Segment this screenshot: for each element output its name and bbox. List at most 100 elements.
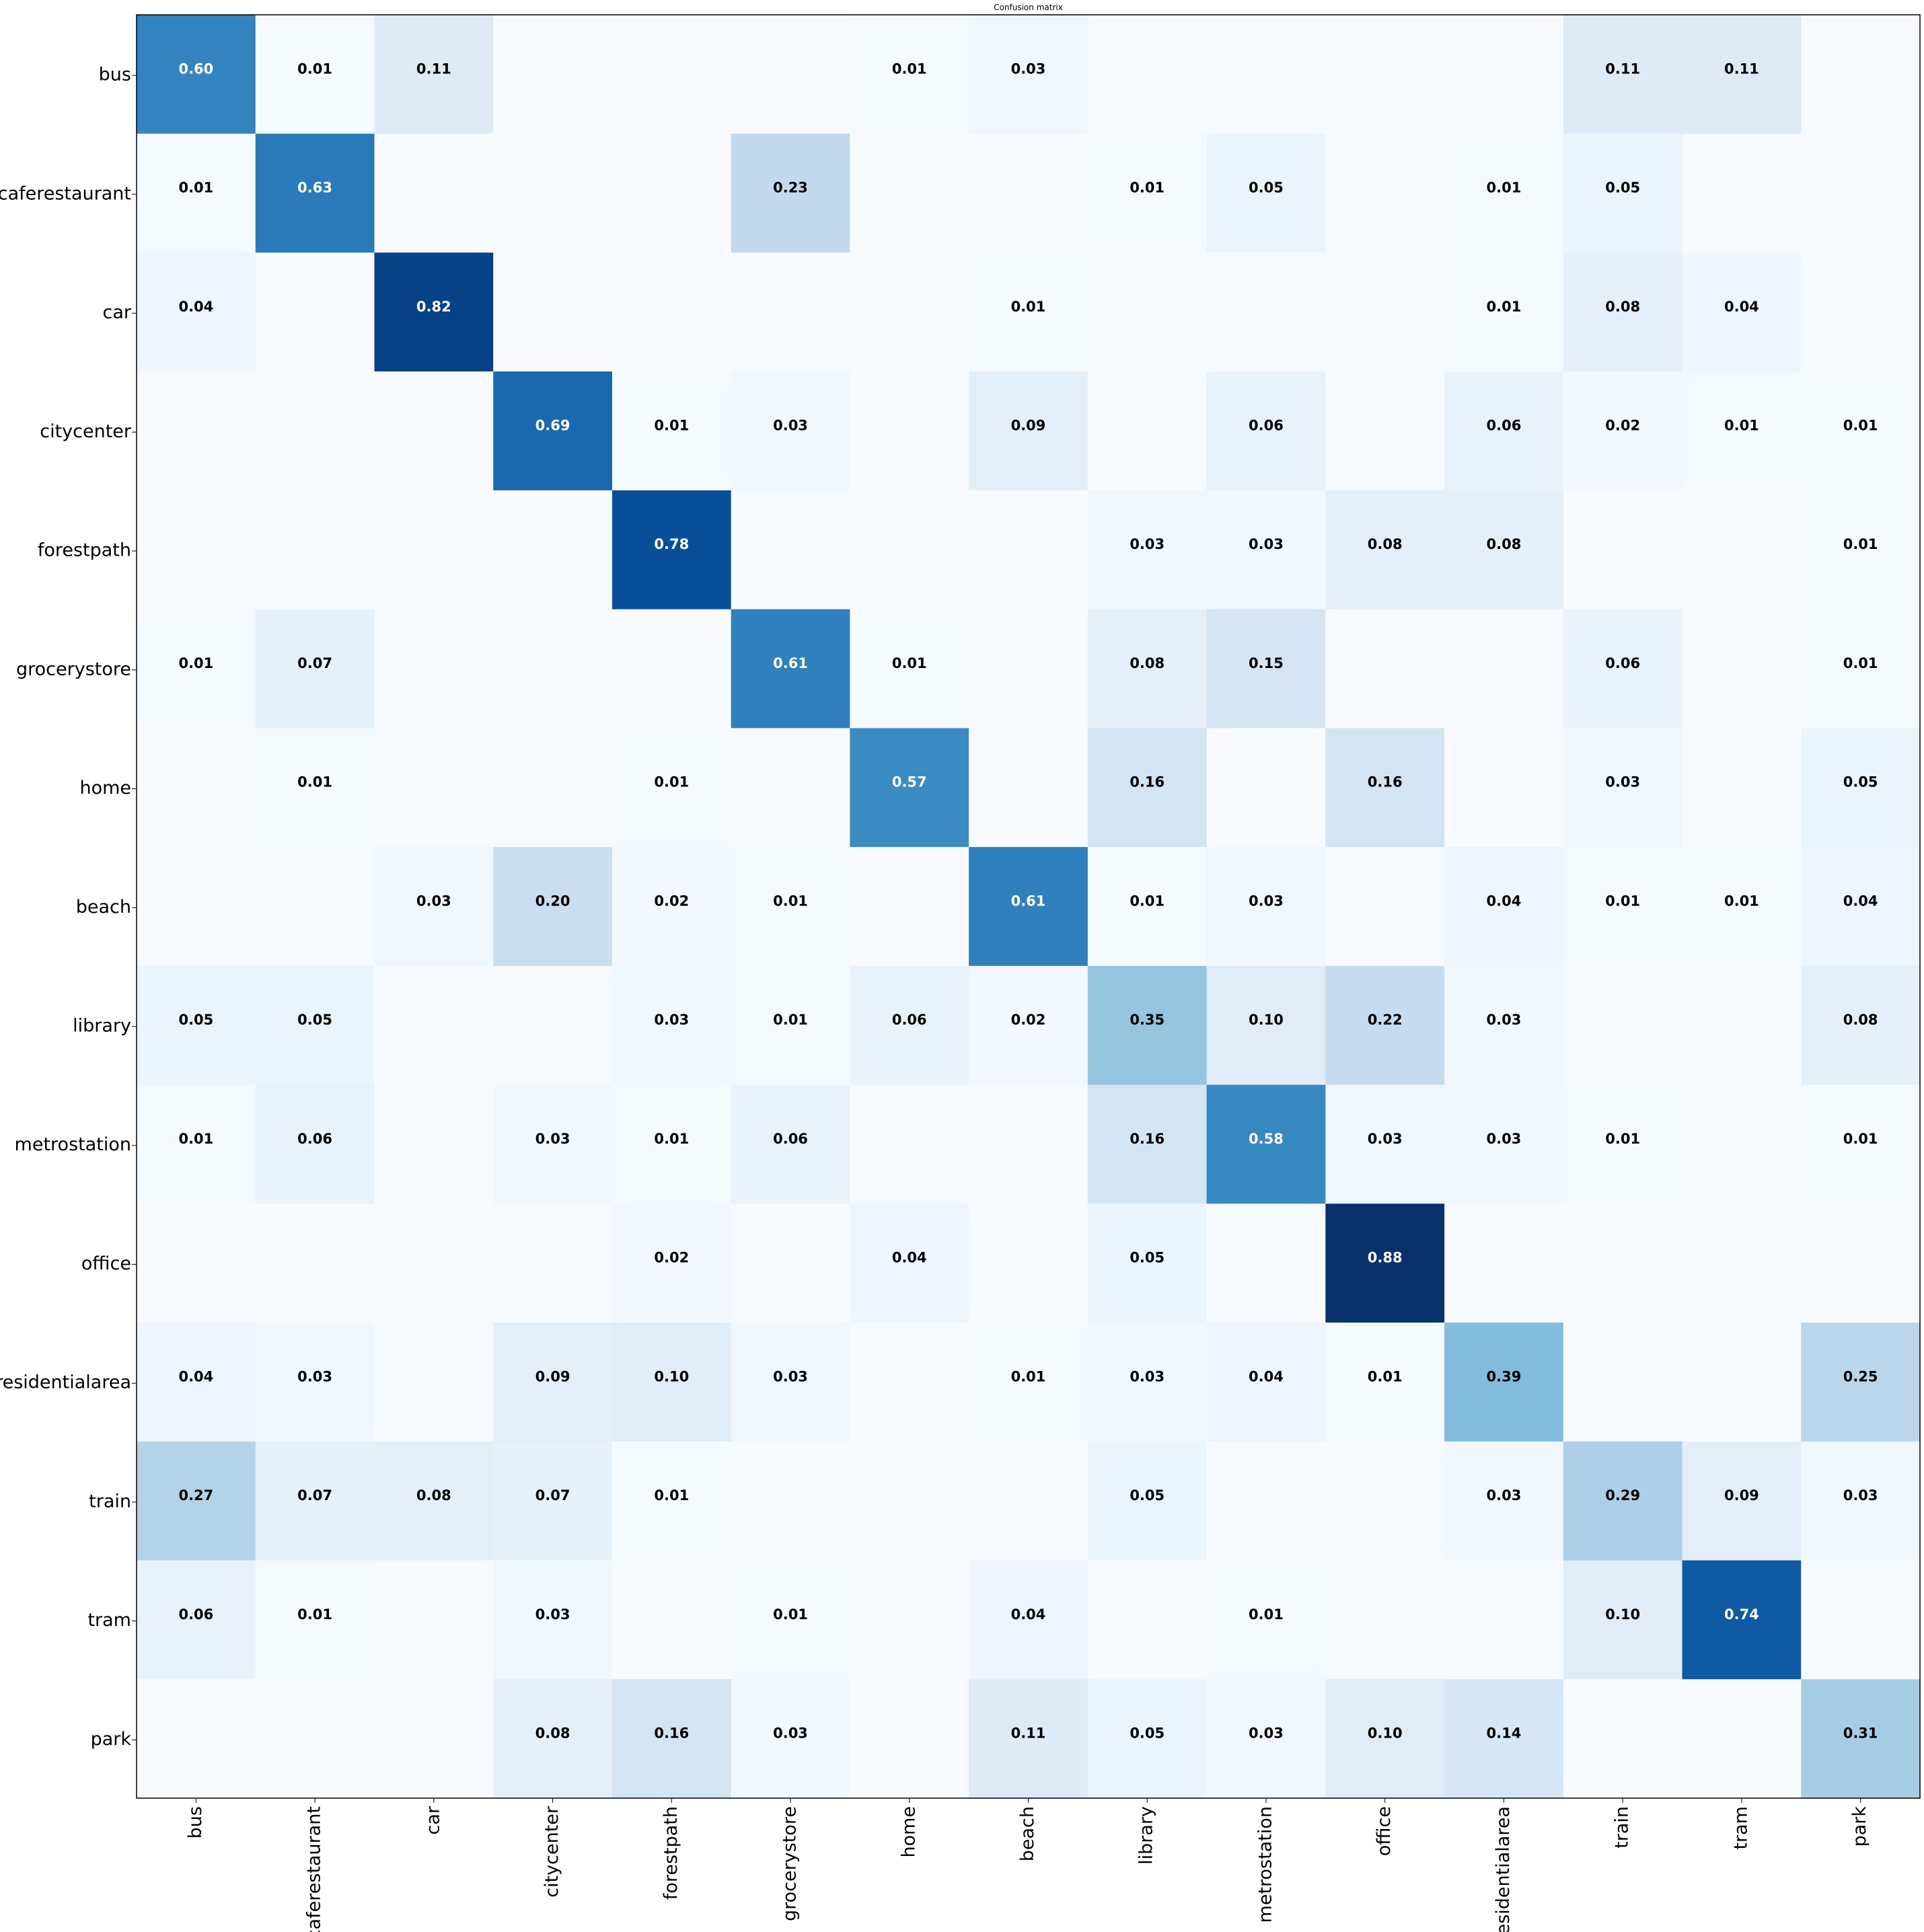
heatmap-cell	[1325, 609, 1445, 729]
heatmap-cell	[1801, 847, 1921, 967]
heatmap-cell	[374, 609, 494, 729]
cell-value-label: 0.06	[892, 1012, 927, 1028]
cell-value-label: 0.08	[1605, 299, 1640, 315]
heatmap-cell	[493, 15, 613, 135]
cell-value-label: 0.01	[1843, 1131, 1878, 1147]
heatmap-cell	[374, 1323, 494, 1442]
heatmap-cell	[374, 133, 494, 254]
x-tick-label: library	[1136, 1806, 1157, 1865]
heatmap-cell	[374, 15, 494, 135]
heatmap-cell	[612, 728, 732, 848]
heatmap-cell	[1325, 965, 1445, 1086]
heatmap-cell	[1682, 1323, 1802, 1442]
cell-value-label: 0.16	[1130, 1131, 1164, 1147]
cell-value-label: 0.01	[654, 1487, 689, 1503]
heatmap-cell	[731, 371, 850, 491]
cell-value-label: 0.10	[1368, 1725, 1403, 1742]
cell-value-label: 0.03	[1605, 774, 1640, 790]
cell-value-label: 0.01	[773, 1606, 808, 1623]
heatmap-cell	[1682, 15, 1802, 135]
y-tick-label: car	[103, 302, 132, 323]
heatmap-cell	[1682, 847, 1802, 967]
heatmap-cell	[137, 1441, 256, 1561]
heatmap-cell	[1801, 252, 1921, 372]
cell-value-label: 0.09	[1724, 1487, 1759, 1503]
heatmap-cell	[255, 965, 375, 1086]
heatmap-cell	[1325, 1560, 1445, 1680]
heatmap-cell	[1087, 1203, 1208, 1323]
cell-value-label: 0.06	[178, 1606, 213, 1623]
heatmap-cell	[1563, 1560, 1683, 1680]
heatmap-cell	[1563, 1679, 1683, 1799]
heatmap-cell	[1801, 965, 1921, 1086]
y-tick-label: caferestaurant	[0, 183, 131, 204]
cell-value-label: 0.01	[892, 655, 927, 671]
cell-value-label: 0.04	[892, 1250, 927, 1266]
heatmap-cell	[374, 1441, 494, 1561]
cell-value-label: 0.01	[773, 893, 808, 909]
cell-value-label: 0.01	[654, 418, 689, 434]
heatmap-cell	[493, 1203, 613, 1323]
cell-value-label: 0.05	[1249, 180, 1284, 196]
heatmap-cell	[1087, 1441, 1208, 1561]
heatmap-cell	[612, 609, 732, 729]
cell-value-label: 0.03	[773, 1368, 808, 1384]
heatmap-cell	[1444, 133, 1564, 254]
heatmap-cell	[493, 609, 613, 729]
cell-value-label: 0.35	[1130, 1012, 1164, 1028]
cell-value-label: 0.03	[1487, 1487, 1522, 1503]
cell-value-label: 0.08	[535, 1725, 570, 1742]
heatmap-cell	[137, 728, 256, 848]
heatmap-cell	[969, 490, 1088, 610]
heatmap-cell	[255, 15, 375, 135]
heatmap-cell	[1325, 1203, 1445, 1323]
cell-value-label: 0.03	[1130, 536, 1164, 552]
heatmap-cell	[731, 728, 850, 848]
cell-value-label: 0.03	[1368, 1131, 1403, 1147]
heatmap-cell	[493, 1679, 613, 1799]
heatmap-cell	[612, 1679, 732, 1799]
heatmap-cell	[255, 1441, 375, 1561]
cell-value-label: 0.11	[1011, 1725, 1046, 1742]
cell-value-label: 0.03	[1130, 1368, 1164, 1384]
heatmap-cell	[731, 1323, 850, 1442]
heatmap-cell	[374, 1084, 494, 1204]
heatmap-cell	[1206, 728, 1326, 848]
heatmap-cell	[137, 252, 256, 372]
x-tick-label: beach	[1017, 1806, 1038, 1861]
heatmap-cell	[1563, 252, 1683, 372]
heatmap-cell	[1206, 1679, 1326, 1799]
heatmap-cell	[1801, 609, 1921, 729]
heatmap-cell	[1444, 1560, 1564, 1680]
heatmap-cell	[612, 133, 732, 254]
heatmap-cell	[374, 252, 494, 372]
heatmap-cell	[1325, 1323, 1445, 1442]
heatmap-cell	[1087, 1679, 1208, 1799]
x-tick-label: metrostation	[1255, 1806, 1275, 1923]
cell-value-label: 0.02	[1011, 1012, 1046, 1028]
heatmap-cell	[1325, 1441, 1445, 1561]
cell-value-label: 0.01	[1249, 1606, 1284, 1623]
heatmap-cell	[1325, 133, 1445, 254]
heatmap-cell	[1563, 1203, 1683, 1323]
cell-value-label: 0.06	[297, 1131, 332, 1147]
heatmap-cell	[612, 15, 732, 135]
heatmap-cell	[374, 1203, 494, 1323]
heatmap-cell	[493, 1084, 613, 1204]
cell-value-label: 0.04	[1843, 893, 1878, 909]
cell-value-label: 0.01	[1724, 418, 1759, 434]
heatmap-cell	[374, 1679, 494, 1799]
cell-value-label: 0.05	[178, 1012, 213, 1028]
y-tick-labels: bus caferestaurant car citycenter forestpath…	[0, 65, 137, 1750]
cell-value-label: 0.57	[892, 774, 927, 790]
cell-value-label: 0.01	[1130, 180, 1164, 196]
x-tick-label: grocerystore	[780, 1806, 801, 1921]
cell-value-label: 0.60	[178, 61, 213, 77]
heatmap-cell	[1206, 252, 1326, 372]
cell-value-label: 0.10	[1605, 1606, 1640, 1623]
heatmap-cell	[493, 490, 613, 610]
heatmap-cell	[1087, 1560, 1208, 1680]
heatmap-cell	[969, 728, 1088, 848]
cell-value-label: 0.01	[1605, 1131, 1640, 1147]
cell-value-label: 0.58	[1249, 1131, 1284, 1147]
